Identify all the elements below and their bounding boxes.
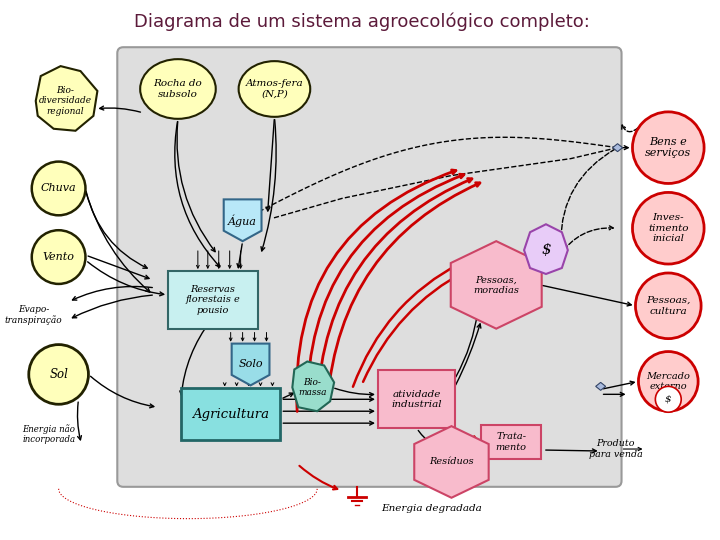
Circle shape [632, 192, 704, 264]
Ellipse shape [238, 61, 310, 117]
Text: Chuva: Chuva [41, 184, 76, 193]
Text: $: $ [541, 243, 551, 257]
Text: Bio-
diversidade
regional: Bio- diversidade regional [39, 86, 92, 116]
Circle shape [655, 386, 681, 412]
Circle shape [32, 161, 86, 215]
Text: Solo: Solo [238, 360, 263, 369]
Text: atividade
industrial: atividade industrial [392, 389, 442, 409]
Polygon shape [292, 361, 334, 411]
Text: Pessoas,
cultura: Pessoas, cultura [646, 296, 690, 315]
Text: Pessoas,
moradias: Pessoas, moradias [473, 275, 519, 295]
Text: Reservas
florestais e
pousio: Reservas florestais e pousio [185, 285, 240, 315]
Polygon shape [524, 224, 568, 274]
Text: Energia degradada: Energia degradada [381, 504, 482, 513]
Text: Água: Água [228, 214, 257, 226]
Text: Resíduos: Resíduos [429, 457, 474, 467]
Ellipse shape [140, 59, 216, 119]
FancyBboxPatch shape [168, 271, 258, 329]
Text: Rocha do
subsolo: Rocha do subsolo [153, 79, 202, 99]
Text: Energia não
incorporada: Energia não incorporada [22, 424, 75, 444]
Text: Evapo-
transpiração: Evapo- transpiração [5, 305, 63, 325]
Circle shape [29, 345, 89, 404]
Text: Diagrama de um sistema agroecológico completo:: Diagrama de um sistema agroecológico com… [134, 12, 590, 31]
Text: Agricultura: Agricultura [192, 408, 269, 421]
Text: Bens e
serviços: Bens e serviços [645, 137, 691, 158]
Text: Bio-
massa: Bio- massa [298, 377, 326, 397]
Polygon shape [613, 144, 623, 152]
Polygon shape [451, 241, 541, 329]
Polygon shape [595, 382, 606, 390]
Polygon shape [232, 343, 269, 386]
FancyBboxPatch shape [117, 47, 621, 487]
FancyBboxPatch shape [378, 370, 456, 428]
Text: Vento: Vento [42, 252, 75, 262]
Polygon shape [224, 199, 261, 241]
Text: Inves-
timento
inicial: Inves- timento inicial [648, 213, 688, 243]
Text: Mercado
externo: Mercado externo [647, 372, 690, 391]
Text: Trata-
mento: Trata- mento [495, 433, 526, 452]
FancyBboxPatch shape [481, 425, 541, 459]
Circle shape [636, 273, 701, 339]
Text: Atmos-fera
(N,P): Atmos-fera (N,P) [246, 79, 303, 99]
Circle shape [32, 230, 86, 284]
Text: $: $ [665, 395, 672, 404]
Polygon shape [36, 66, 97, 131]
Circle shape [632, 112, 704, 184]
FancyBboxPatch shape [181, 388, 280, 440]
Polygon shape [414, 426, 489, 498]
Circle shape [639, 352, 698, 411]
Text: Produto
para venda: Produto para venda [589, 440, 642, 458]
Text: Sol: Sol [49, 368, 68, 381]
